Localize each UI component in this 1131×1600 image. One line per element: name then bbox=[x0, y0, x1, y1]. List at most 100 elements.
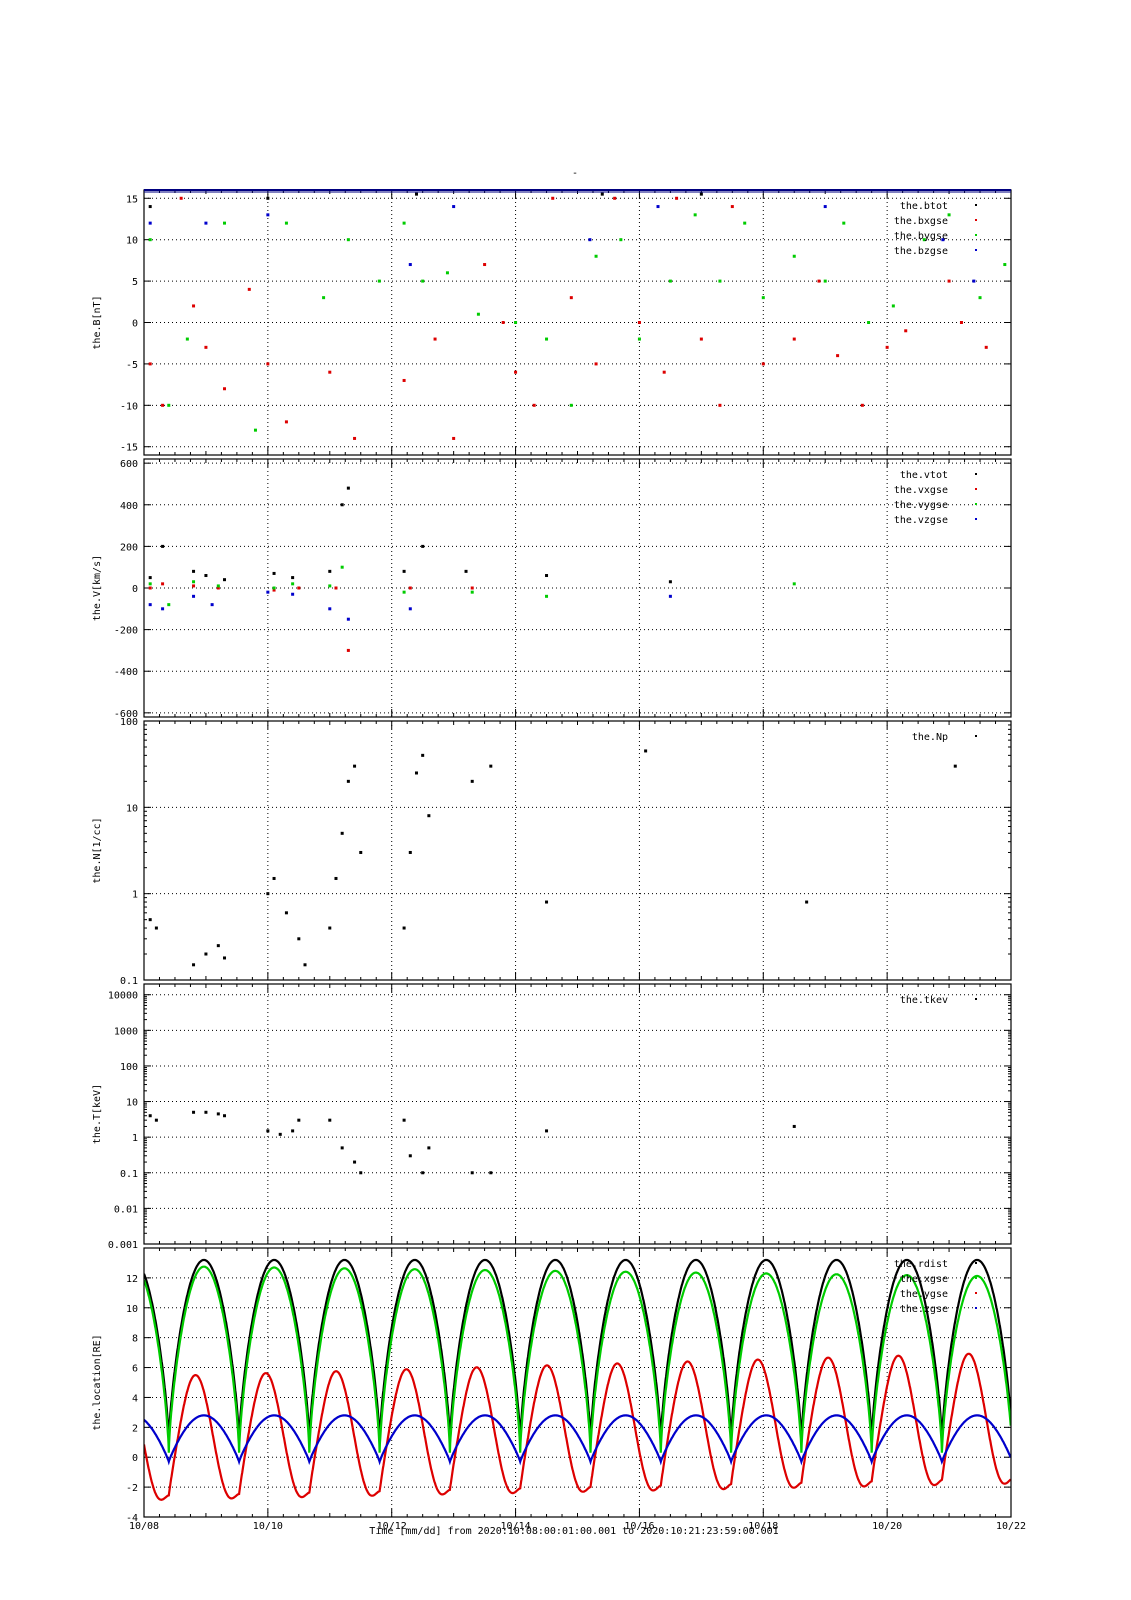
data-point bbox=[730, 205, 734, 209]
data-point bbox=[272, 876, 276, 880]
data-point bbox=[1003, 263, 1007, 267]
data-point bbox=[984, 345, 988, 349]
data-point bbox=[192, 1110, 196, 1114]
data-point bbox=[284, 911, 288, 915]
y-axis-label: the.location[RE] bbox=[92, 1334, 103, 1430]
series-the.ygse bbox=[144, 1352, 1011, 1501]
data-point bbox=[656, 205, 660, 209]
data-point bbox=[148, 918, 152, 922]
y-tick-label: 600 bbox=[120, 459, 138, 470]
data-point bbox=[340, 565, 344, 569]
data-point bbox=[545, 900, 549, 904]
data-point bbox=[941, 238, 945, 242]
series-the.Np bbox=[148, 749, 957, 967]
data-point bbox=[167, 403, 171, 407]
data-point bbox=[148, 603, 152, 607]
data-point bbox=[346, 486, 350, 490]
y-tick-label: 0 bbox=[132, 319, 138, 330]
y-tick-label: 100 bbox=[120, 1062, 138, 1073]
data-point bbox=[284, 221, 288, 225]
legend-swatch bbox=[975, 204, 977, 206]
data-point bbox=[514, 370, 518, 374]
data-point bbox=[588, 238, 592, 242]
legend-swatch bbox=[975, 1307, 977, 1309]
data-point bbox=[223, 578, 227, 582]
data-point bbox=[266, 196, 270, 200]
data-point bbox=[247, 287, 251, 291]
data-point bbox=[743, 221, 747, 225]
chart-panels: -15-10-5051015the.B[nT]the.btotthe.bxgse… bbox=[92, 189, 1026, 1532]
data-point bbox=[408, 850, 412, 854]
y-axis-label: the.V[km/s] bbox=[92, 555, 103, 621]
data-point bbox=[353, 1160, 357, 1164]
data-point bbox=[408, 607, 412, 611]
panel-3: 0.001 0.01 0.1 1 10 100 1000 10000 the.T[keV] the… bbox=[92, 983, 1012, 1251]
data-point bbox=[545, 594, 549, 598]
data-point bbox=[148, 1114, 152, 1118]
x-tick-label: 10/22 bbox=[996, 1521, 1026, 1532]
data-point bbox=[346, 238, 350, 242]
data-point bbox=[978, 296, 982, 300]
data-point bbox=[291, 592, 295, 596]
data-point bbox=[148, 221, 152, 225]
y-tick-label: 0.001 bbox=[108, 1240, 138, 1251]
y-tick-label: 1000 bbox=[114, 1026, 138, 1037]
y-tick-label: 1 bbox=[132, 890, 138, 901]
data-point bbox=[421, 544, 425, 548]
data-point bbox=[402, 590, 406, 594]
data-point bbox=[179, 196, 183, 200]
data-point bbox=[792, 582, 796, 586]
data-point bbox=[699, 192, 703, 196]
panel-4: -4 -2 0 2 4 6 8 10 12 the.location[RE] the.rdist th… bbox=[92, 1247, 1012, 1524]
data-point bbox=[414, 771, 418, 775]
plot-area bbox=[144, 1258, 1011, 1501]
data-point bbox=[452, 436, 456, 440]
data-point bbox=[489, 764, 493, 768]
plot-area bbox=[148, 749, 957, 967]
data-point bbox=[223, 1114, 227, 1118]
data-point bbox=[377, 279, 381, 283]
panel-frame bbox=[143, 458, 1012, 718]
data-point bbox=[154, 1118, 158, 1122]
data-point bbox=[514, 321, 518, 324]
data-point bbox=[532, 403, 536, 407]
data-point bbox=[272, 571, 276, 575]
legend-label: the.bzgse bbox=[894, 246, 948, 257]
data-point bbox=[161, 582, 165, 586]
x-tick-label: 10/18 bbox=[748, 1521, 778, 1532]
panel-2: 0.1 1 10 100 the.N[1/cc] the.Np bbox=[92, 717, 1012, 987]
y-tick-label: 12 bbox=[126, 1274, 138, 1285]
legend-label: the.vtot bbox=[900, 470, 948, 481]
data-point bbox=[761, 296, 765, 300]
data-point bbox=[303, 963, 307, 967]
panel-1: -600 -400 -200 0 200 400 600 the.V[km/s] the.vto… bbox=[92, 458, 1012, 720]
legend-swatch bbox=[975, 1277, 977, 1279]
data-point bbox=[792, 337, 796, 341]
data-point bbox=[223, 387, 227, 391]
y-tick-label: -5 bbox=[126, 360, 138, 371]
data-point bbox=[253, 428, 257, 432]
data-point bbox=[278, 1132, 282, 1136]
grid bbox=[144, 459, 1011, 717]
data-point bbox=[334, 876, 338, 880]
data-point bbox=[340, 503, 344, 507]
data-point bbox=[346, 779, 350, 783]
data-point bbox=[185, 337, 189, 341]
x-tick-label: 10/08 bbox=[129, 1521, 159, 1532]
data-point bbox=[408, 1154, 412, 1158]
legend-swatch bbox=[975, 234, 977, 236]
data-point bbox=[148, 362, 152, 366]
series-the.vxgse bbox=[148, 582, 474, 652]
data-point bbox=[328, 607, 332, 611]
data-point bbox=[947, 279, 951, 283]
series-the.btot bbox=[148, 192, 703, 209]
data-point bbox=[402, 378, 406, 382]
data-point bbox=[297, 586, 301, 590]
data-point bbox=[148, 582, 152, 586]
data-point bbox=[204, 345, 208, 349]
data-point bbox=[402, 221, 406, 225]
x-axis-label: Time [mm/dd] from 2020:10:08:00:01:00.00… bbox=[369, 1526, 778, 1537]
data-point bbox=[836, 354, 840, 358]
legend-label: the.Np bbox=[912, 732, 948, 743]
